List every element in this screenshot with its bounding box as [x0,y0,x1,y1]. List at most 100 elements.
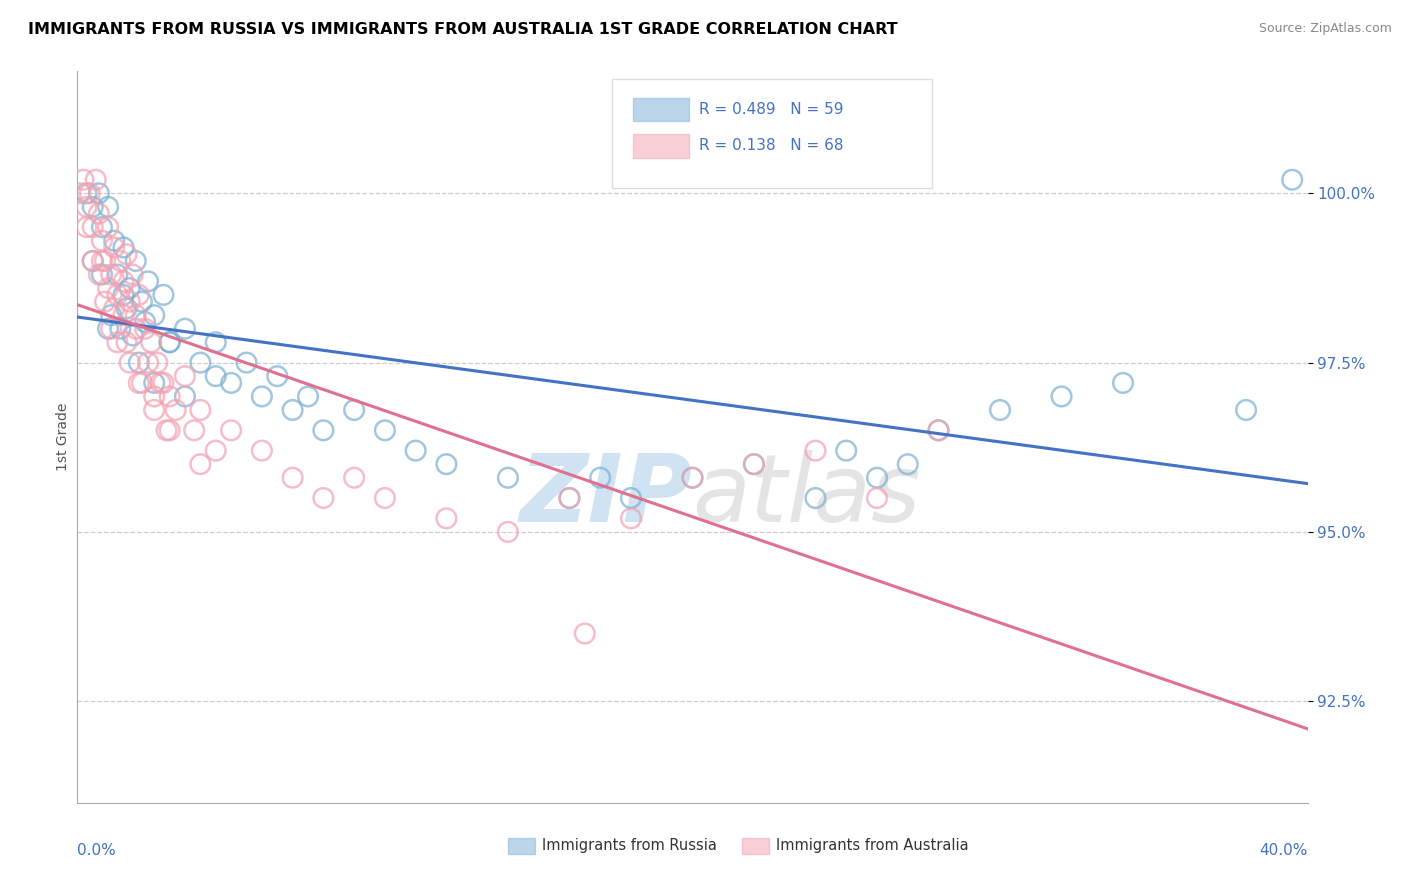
Point [69,186,91,201]
Text: 0.0%: 0.0% [77,843,117,858]
Point [558,491,581,505]
Point [188,457,212,471]
Point [152,376,174,390]
Point [804,491,827,505]
Point [174,389,197,403]
Point [159,389,181,403]
Point [742,457,765,471]
Point [131,294,153,309]
Y-axis label: 1st Grade: 1st Grade [56,403,70,471]
Point [620,511,643,525]
Point [84,172,107,186]
Point [90,254,114,268]
Point [804,443,827,458]
Point [97,220,120,235]
Point [343,471,366,485]
Point [100,268,122,282]
Point [343,403,366,417]
FancyBboxPatch shape [742,838,769,854]
Point [188,355,212,369]
Point [87,206,110,220]
Point [149,376,172,390]
Point [90,234,114,248]
Point [183,423,205,437]
Text: atlas: atlas [693,450,921,541]
Point [128,355,150,369]
Point [174,369,197,384]
Point [76,200,98,214]
Point [105,288,128,302]
Point [105,268,128,282]
Point [125,322,148,336]
Point [82,200,104,214]
Point [125,254,148,268]
Point [165,403,187,417]
Point [928,423,950,437]
Point [136,355,159,369]
Point [115,335,138,350]
Point [436,511,458,525]
Point [155,423,177,437]
Point [76,220,98,235]
Point [97,281,120,295]
Point [159,423,181,437]
Point [146,355,169,369]
Point [103,301,125,316]
Point [436,457,458,471]
Point [103,234,125,248]
Point [82,254,104,268]
Point [281,403,304,417]
Text: Immigrants from Australia: Immigrants from Australia [776,838,969,854]
Point [112,308,135,322]
Point [281,471,304,485]
Point [312,423,335,437]
FancyBboxPatch shape [634,135,689,158]
Point [204,335,226,350]
Point [574,626,596,640]
Point [76,186,98,201]
Point [112,288,135,302]
Text: Source: ZipAtlas.com: Source: ZipAtlas.com [1258,22,1392,36]
Point [682,471,704,485]
Point [143,389,166,403]
Point [1050,389,1073,403]
Point [115,247,138,261]
Point [136,274,159,288]
Point [928,423,950,437]
Point [121,268,143,282]
Point [94,254,117,268]
Point [1234,403,1257,417]
Point [87,268,110,282]
Point [134,315,156,329]
Point [118,355,141,369]
Point [496,471,519,485]
Point [558,491,581,505]
Point [589,471,612,485]
Point [128,376,150,390]
FancyBboxPatch shape [508,838,536,854]
Point [897,457,920,471]
Point [121,328,143,343]
Point [496,524,519,539]
Point [143,308,166,322]
Point [266,369,288,384]
Point [79,186,101,201]
Point [118,294,141,309]
Point [204,369,226,384]
Point [219,376,242,390]
Point [405,443,427,458]
Point [866,491,889,505]
Point [115,301,138,316]
Point [72,172,94,186]
Point [682,471,704,485]
Point [125,308,148,322]
Point [159,335,181,350]
Point [82,220,104,235]
Point [112,274,135,288]
Point [374,491,396,505]
Point [100,322,122,336]
Point [988,403,1011,417]
Point [188,403,212,417]
Point [131,376,153,390]
Point [1281,172,1303,186]
